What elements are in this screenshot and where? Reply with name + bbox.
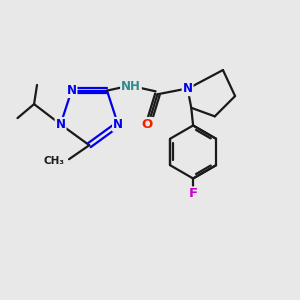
Text: NH: NH	[121, 80, 141, 93]
Text: N: N	[56, 118, 66, 131]
Text: F: F	[188, 188, 198, 200]
Text: O: O	[142, 118, 153, 131]
Text: N: N	[113, 118, 123, 131]
Text: N: N	[67, 84, 76, 97]
Text: N: N	[183, 82, 193, 95]
Text: CH₃: CH₃	[44, 156, 64, 166]
